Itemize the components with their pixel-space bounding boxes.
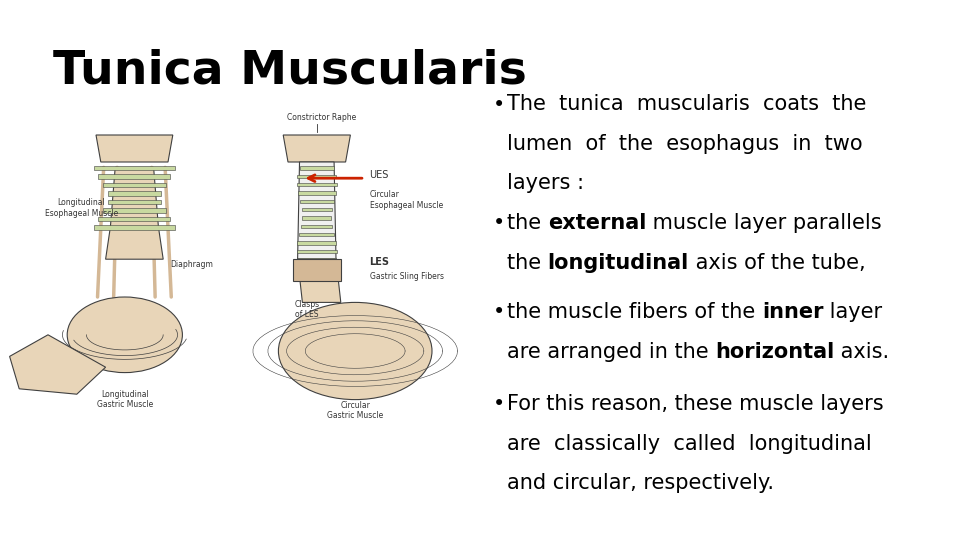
Bar — [94, 166, 175, 170]
Bar — [298, 258, 336, 261]
Polygon shape — [298, 162, 336, 259]
Text: layers :: layers : — [507, 173, 584, 193]
Bar — [300, 200, 334, 203]
Text: •: • — [492, 394, 505, 414]
Text: Diaphragm: Diaphragm — [171, 260, 213, 269]
Bar — [293, 259, 341, 281]
Text: Constrictor Raphe: Constrictor Raphe — [287, 112, 356, 122]
Bar — [104, 208, 166, 213]
Text: Circular
Esophageal Muscle: Circular Esophageal Muscle — [370, 190, 443, 210]
Bar — [300, 233, 334, 237]
Text: LES: LES — [370, 257, 390, 267]
Bar — [302, 217, 331, 220]
Bar — [301, 208, 332, 211]
Bar — [298, 241, 336, 245]
Text: Longitudinal
Esophageal Muscle: Longitudinal Esophageal Muscle — [45, 198, 118, 218]
Text: Tunica Muscularis: Tunica Muscularis — [53, 49, 527, 93]
Bar — [300, 166, 334, 170]
Bar — [104, 183, 166, 187]
Bar — [108, 191, 161, 195]
Text: Longitudinal
Gastric Muscle: Longitudinal Gastric Muscle — [97, 390, 153, 409]
Text: Clasps
of LES: Clasps of LES — [295, 300, 320, 319]
Polygon shape — [298, 259, 341, 302]
Text: axis of the tube,: axis of the tube, — [689, 253, 866, 273]
Text: muscle layer parallels: muscle layer parallels — [646, 213, 881, 233]
Bar — [297, 183, 337, 186]
Polygon shape — [283, 135, 350, 162]
Polygon shape — [10, 335, 106, 394]
Text: the muscle fibers of the: the muscle fibers of the — [507, 302, 761, 322]
Bar — [108, 200, 161, 204]
Bar — [99, 217, 171, 221]
Text: Gastric Sling Fibers: Gastric Sling Fibers — [370, 272, 444, 281]
Text: lumen  of  the  esophagus  in  two: lumen of the esophagus in two — [507, 134, 862, 154]
Text: are arranged in the: are arranged in the — [507, 342, 715, 362]
Polygon shape — [106, 227, 163, 259]
Text: layer: layer — [824, 302, 882, 322]
Bar — [94, 225, 175, 229]
Polygon shape — [96, 135, 173, 162]
Ellipse shape — [67, 297, 182, 373]
Bar — [301, 225, 332, 228]
Polygon shape — [110, 167, 158, 227]
Bar — [99, 174, 171, 179]
Ellipse shape — [278, 302, 432, 400]
Bar — [298, 174, 336, 178]
Bar — [298, 191, 336, 194]
Text: the: the — [507, 253, 547, 273]
Text: horizontal: horizontal — [715, 342, 834, 362]
Text: •: • — [492, 302, 505, 322]
Text: the: the — [507, 213, 547, 233]
Text: •: • — [492, 94, 505, 114]
Text: The  tunica  muscularis  coats  the: The tunica muscularis coats the — [507, 94, 866, 114]
Text: axis.: axis. — [834, 342, 890, 362]
Text: UES: UES — [370, 171, 389, 180]
Text: and circular, respectively.: and circular, respectively. — [507, 473, 774, 493]
Bar — [19, 92, 461, 513]
Text: inner: inner — [761, 302, 824, 322]
Text: Circular
Gastric Muscle: Circular Gastric Muscle — [327, 401, 383, 420]
Text: •: • — [492, 213, 505, 233]
Text: For this reason, these muscle layers: For this reason, these muscle layers — [507, 394, 883, 414]
Text: longitudinal: longitudinal — [547, 253, 689, 273]
Text: are  classically  called  longitudinal: are classically called longitudinal — [507, 434, 872, 454]
Bar — [297, 250, 337, 253]
Text: external: external — [547, 213, 646, 233]
